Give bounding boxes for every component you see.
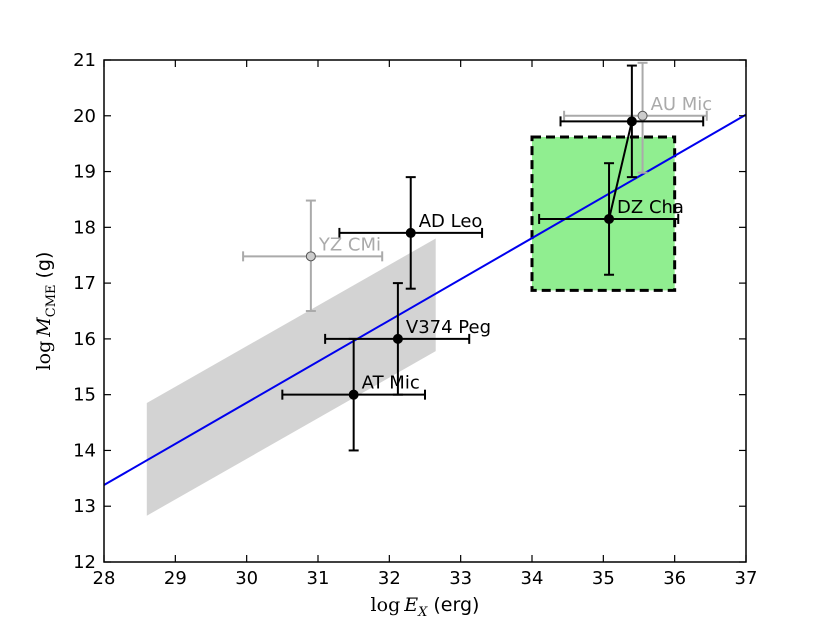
xtick-label-33: 33: [449, 568, 472, 589]
y-axis-label-var: M: [33, 317, 55, 338]
point-au-mic: [637, 110, 648, 121]
label-au-mic: AU Mic: [651, 94, 713, 115]
y-axis-label-log: log: [33, 341, 55, 371]
xtick-label-35: 35: [592, 568, 615, 589]
x-axis-label-var: E: [403, 594, 418, 616]
x-axis-label-sub: X: [417, 605, 428, 620]
connector-line: [608, 121, 633, 220]
label-dz-cha: DZ Cha: [617, 197, 684, 218]
ytick-label-12: 12: [73, 552, 96, 573]
fit-line-layer: [103, 113, 747, 486]
xtick-label-29: 29: [164, 568, 187, 589]
point-labels: YZ CMi AU Mic AD Leo V374 Peg AT Mic DZ Cha: [318, 94, 712, 394]
point-unlabeled-6: [626, 116, 637, 127]
ytick-label-19: 19: [73, 162, 96, 183]
axis-ticks: 28 29 30 31 32 33 34 35 36 37 12 13 14 15 16 17 18 19 20 21: [73, 50, 757, 589]
xtick-label-31: 31: [307, 568, 330, 589]
point-at-mic: [348, 389, 359, 400]
x-axis-label-unit: (erg): [433, 594, 479, 616]
ytick-label-13: 13: [73, 496, 96, 517]
data-points: [305, 110, 648, 400]
ytick-label-21: 21: [73, 50, 96, 71]
xtick-label-37: 37: [735, 568, 758, 589]
label-yz-cmi: YZ CMi: [318, 234, 381, 255]
xtick-label-32: 32: [378, 568, 401, 589]
ytick-label-17: 17: [73, 273, 96, 294]
x-axis-label: log EX (erg): [371, 594, 480, 620]
ytick-label-15: 15: [73, 385, 96, 406]
xtick-label-36: 36: [663, 568, 686, 589]
ytick-label-18: 18: [73, 217, 96, 238]
label-ad-leo: AD Leo: [419, 211, 483, 232]
point-v374-peg: [392, 333, 403, 344]
xtick-label-28: 28: [93, 568, 116, 589]
label-at-mic: AT Mic: [362, 373, 420, 394]
point-dz-cha: [604, 213, 615, 224]
ytick-label-16: 16: [73, 329, 96, 350]
ytick-label-14: 14: [73, 440, 96, 461]
xtick-label-34: 34: [521, 568, 544, 589]
xtick-label-30: 30: [235, 568, 258, 589]
label-v374-peg: V374 Peg: [406, 317, 491, 338]
fit-line: [103, 113, 747, 486]
plot-frame: [103, 59, 747, 563]
ytick-label-20: 20: [73, 106, 96, 127]
green-dashed-box: [530, 135, 677, 292]
y-axis-label: log MCME (g): [33, 252, 59, 371]
x-axis-label-log: log: [371, 594, 401, 616]
point-ad-leo: [405, 227, 416, 238]
y-axis-label-unit: (g): [33, 252, 55, 279]
point-yz-cmi: [305, 251, 316, 262]
y-axis-label-sub: CME: [44, 284, 59, 317]
